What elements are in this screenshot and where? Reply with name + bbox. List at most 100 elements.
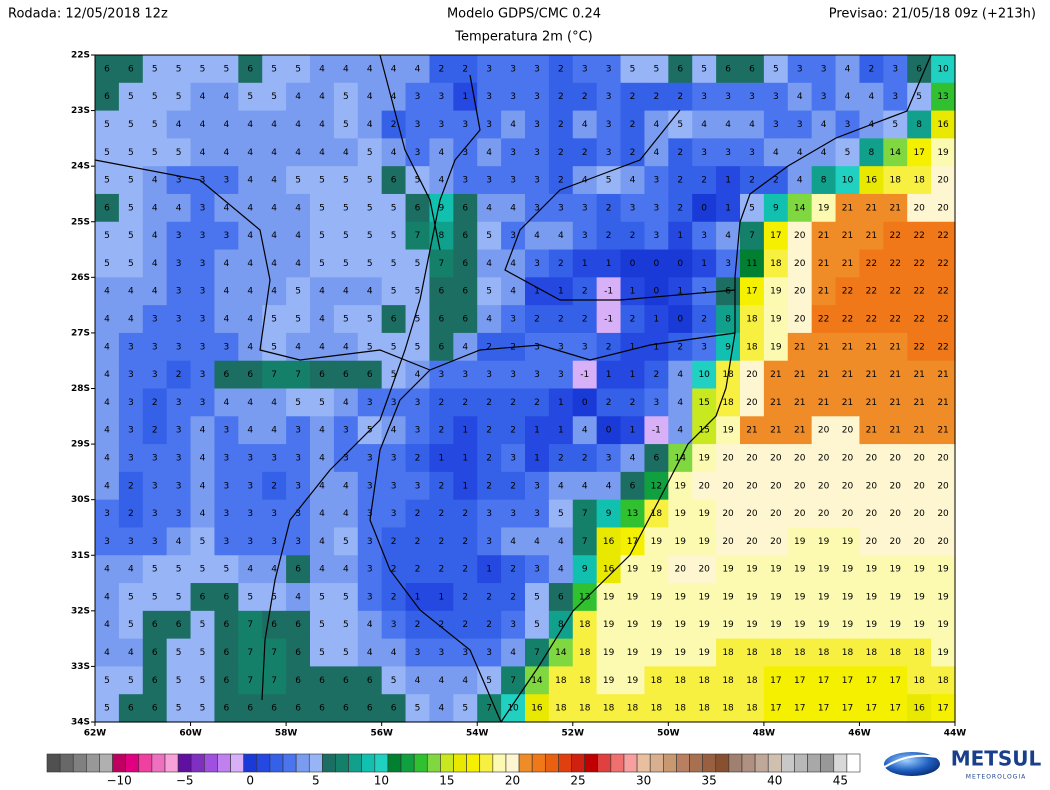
colorbar-segment [190, 753, 205, 773]
temperature-value: 4 [104, 453, 110, 463]
temperature-value: 5 [104, 176, 110, 186]
colorbar-segment [138, 753, 153, 773]
y-tick-label: 26S [71, 273, 90, 283]
colorbar-segment [492, 753, 507, 773]
temperature-cell [811, 221, 837, 251]
temperature-value: 19 [913, 565, 925, 575]
temperature-cell [668, 666, 693, 695]
temperature-cell [166, 305, 192, 334]
temperature-value: 21 [937, 370, 948, 380]
temperature-cell [238, 305, 263, 334]
temperature-cell [477, 110, 502, 139]
temperature-value: 19 [818, 592, 830, 602]
temperature-cell [166, 82, 192, 112]
temperature-cell [333, 471, 359, 501]
temperature-cell [716, 610, 741, 640]
temperature-cell [525, 499, 550, 529]
temperature-cell [95, 499, 120, 529]
temperature-cell [716, 305, 741, 334]
temperature-cell [907, 193, 932, 223]
temperature-value: 5 [391, 259, 397, 269]
temperature-value: 7 [534, 648, 540, 658]
temperature-value: 18 [913, 176, 925, 186]
temperature-cell [835, 305, 861, 334]
temperature-value: 19 [651, 648, 663, 658]
temperature-cell [692, 221, 717, 251]
temperature-value: 3 [224, 342, 230, 352]
temperature-value: 7 [415, 231, 421, 241]
temperature-value: 6 [295, 648, 301, 658]
temperature-value: 4 [200, 481, 206, 491]
temperature-value: 4 [224, 120, 230, 130]
temperature-value: 2 [558, 315, 564, 325]
temperature-cell [811, 694, 837, 723]
temperature-cell [883, 221, 908, 251]
temperature-cell [668, 388, 693, 417]
temperature-value: 1 [558, 398, 564, 408]
temperature-value: 5 [391, 676, 397, 686]
temperature-value: 2 [701, 315, 707, 325]
temperature-value: 3 [224, 176, 230, 186]
temperature-value: 4 [271, 259, 277, 269]
temperature-cell [931, 416, 956, 445]
temperature-cell [333, 305, 359, 334]
colorbar-segment [348, 753, 363, 773]
temperature-cell [238, 471, 263, 501]
temperature-value: 4 [104, 426, 110, 436]
temperature-cell [572, 221, 598, 251]
temperature-cell [548, 471, 574, 501]
temperature-cell [572, 305, 598, 334]
temperature-cell [238, 221, 263, 251]
y-tick-label: 32S [71, 606, 90, 616]
temperature-cell [453, 666, 478, 695]
temperature-cell [405, 527, 431, 556]
temperature-value: 16 [603, 565, 615, 575]
temperature-cell [620, 499, 646, 529]
temperature-value: 22 [890, 231, 901, 241]
temperature-cell [477, 638, 502, 668]
temperature-cell [572, 694, 598, 723]
temperature-cell [238, 166, 263, 195]
temperature-cell [357, 499, 383, 529]
temperature-value: 3 [152, 481, 158, 491]
temperature-value: 19 [937, 648, 949, 658]
temperature-cell [286, 416, 311, 445]
temperature-cell [572, 638, 598, 668]
colorbar-segment [440, 753, 454, 773]
temperature-value: 7 [582, 537, 588, 547]
temperature-cell [118, 332, 144, 362]
temperature-value: 4 [295, 342, 301, 352]
temperature-cell [716, 527, 741, 556]
temperature-value: 4 [439, 176, 445, 186]
colorbar-label: 0 [246, 774, 254, 788]
temperature-cell [596, 277, 622, 306]
temperature-value: 8 [439, 231, 445, 241]
temperature-cell [740, 82, 765, 112]
temperature-value: 6 [462, 315, 468, 325]
temperature-cell [525, 82, 550, 112]
temperature-cell [668, 583, 693, 612]
temperature-value: 5 [415, 704, 421, 714]
temperature-value: 4 [797, 176, 803, 186]
temperature-cell [811, 82, 837, 112]
temperature-cell [310, 444, 335, 473]
temperature-value: 1 [677, 231, 683, 241]
temperature-value: 20 [746, 537, 758, 547]
temperature-cell [501, 249, 526, 278]
temperature-value: 3 [892, 92, 898, 102]
temperature-cell [835, 55, 861, 84]
temperature-cell [357, 221, 383, 251]
temperature-value: 2 [677, 203, 683, 213]
temperature-cell [118, 694, 144, 723]
temperature-cell [572, 666, 598, 695]
temperature-value: 4 [510, 648, 516, 658]
temperature-cell [907, 610, 932, 640]
temperature-cell [644, 694, 669, 723]
temperature-cell [310, 110, 335, 139]
temperature-cell [907, 166, 932, 195]
temperature-cell [262, 416, 287, 445]
temperature-cell [740, 305, 765, 334]
y-tick-label: 31S [71, 551, 90, 561]
temperature-value: 5 [391, 342, 397, 352]
temperature-value: 4 [319, 509, 325, 519]
